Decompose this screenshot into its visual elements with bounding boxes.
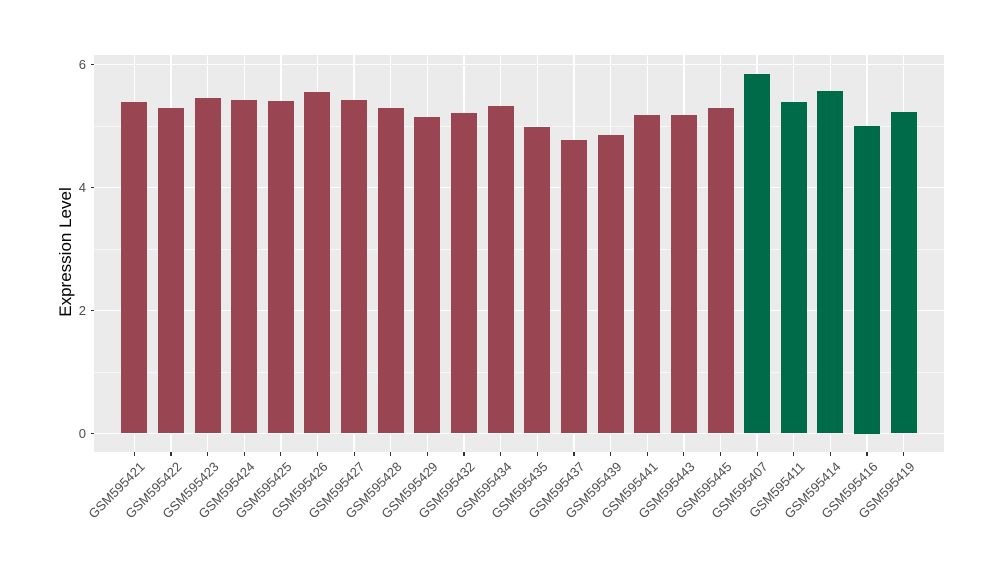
x-tick-mark-GSM595421 xyxy=(133,452,135,456)
x-tick-mark-GSM595407 xyxy=(756,452,758,456)
bar-GSM595416 xyxy=(854,126,881,434)
x-tick-mark-GSM595429 xyxy=(426,452,428,456)
x-tick-mark-GSM595437 xyxy=(573,452,575,456)
bar-GSM595422 xyxy=(157,108,184,434)
y-tick-label-2: 2 xyxy=(78,302,86,318)
x-tick-mark-GSM595416 xyxy=(866,452,868,456)
y-tick-mark-6 xyxy=(90,63,94,66)
bar-GSM595432 xyxy=(451,113,478,434)
x-tick-mark-GSM595419 xyxy=(903,452,905,456)
y-tick-mark-2 xyxy=(90,309,94,312)
x-tick-mark-GSM595432 xyxy=(463,452,465,456)
bar-GSM595419 xyxy=(890,111,917,434)
x-tick-mark-GSM595434 xyxy=(500,452,502,456)
x-tick-mark-GSM595439 xyxy=(609,452,612,456)
x-tick-mark-GSM595423 xyxy=(206,452,209,456)
gridline-major-y4 xyxy=(94,186,944,189)
bar-GSM595424 xyxy=(231,99,258,434)
y-tick-label-0: 0 xyxy=(78,425,86,441)
bar-GSM595434 xyxy=(487,105,514,434)
bar-GSM595411 xyxy=(780,102,807,434)
x-tick-mark-GSM595424 xyxy=(243,452,245,456)
x-tick-mark-GSM595427 xyxy=(353,452,355,456)
gridline-major-y6 xyxy=(94,63,944,66)
bar-GSM595423 xyxy=(194,98,221,434)
bar-GSM595445 xyxy=(707,107,734,434)
bar-GSM595407 xyxy=(744,74,771,434)
x-tick-mark-GSM595441 xyxy=(646,452,648,456)
gridline-major-y0 xyxy=(94,432,944,435)
bar-GSM595437 xyxy=(560,140,587,434)
y-tick-mark-0 xyxy=(90,432,94,435)
bar-GSM595435 xyxy=(524,127,551,434)
x-tick-mark-GSM595411 xyxy=(793,452,795,456)
bar-GSM595427 xyxy=(341,100,368,434)
bar-GSM595429 xyxy=(414,117,441,434)
x-tick-mark-GSM595422 xyxy=(170,452,172,456)
bar-GSM595426 xyxy=(304,92,331,434)
x-tick-mark-GSM595435 xyxy=(536,452,538,456)
bar-GSM595443 xyxy=(670,114,697,434)
gridline-minor-y5 xyxy=(94,125,944,127)
gridline-minor-y3 xyxy=(94,248,944,250)
bar-GSM595421 xyxy=(121,102,148,434)
bar-GSM595439 xyxy=(597,135,624,434)
plot-panel xyxy=(94,55,944,452)
x-tick-mark-GSM595414 xyxy=(829,452,831,456)
y-tick-mark-4 xyxy=(90,186,94,189)
y-tick-label-4: 4 xyxy=(78,179,86,195)
x-tick-mark-GSM595443 xyxy=(683,452,685,456)
x-tick-mark-GSM595425 xyxy=(280,452,282,456)
gridline-minor-y1 xyxy=(94,371,944,373)
x-tick-mark-GSM595428 xyxy=(390,452,392,456)
bar-GSM595428 xyxy=(377,108,404,434)
y-axis-title: Expression Level xyxy=(56,187,75,317)
x-tick-mark-GSM595426 xyxy=(316,452,319,456)
bar-GSM595441 xyxy=(634,114,661,434)
bar-GSM595425 xyxy=(267,101,294,434)
bar-GSM595414 xyxy=(817,90,844,434)
x-tick-mark-GSM595445 xyxy=(719,452,722,456)
gridline-major-y2 xyxy=(94,309,944,312)
y-tick-label-6: 6 xyxy=(78,56,86,72)
